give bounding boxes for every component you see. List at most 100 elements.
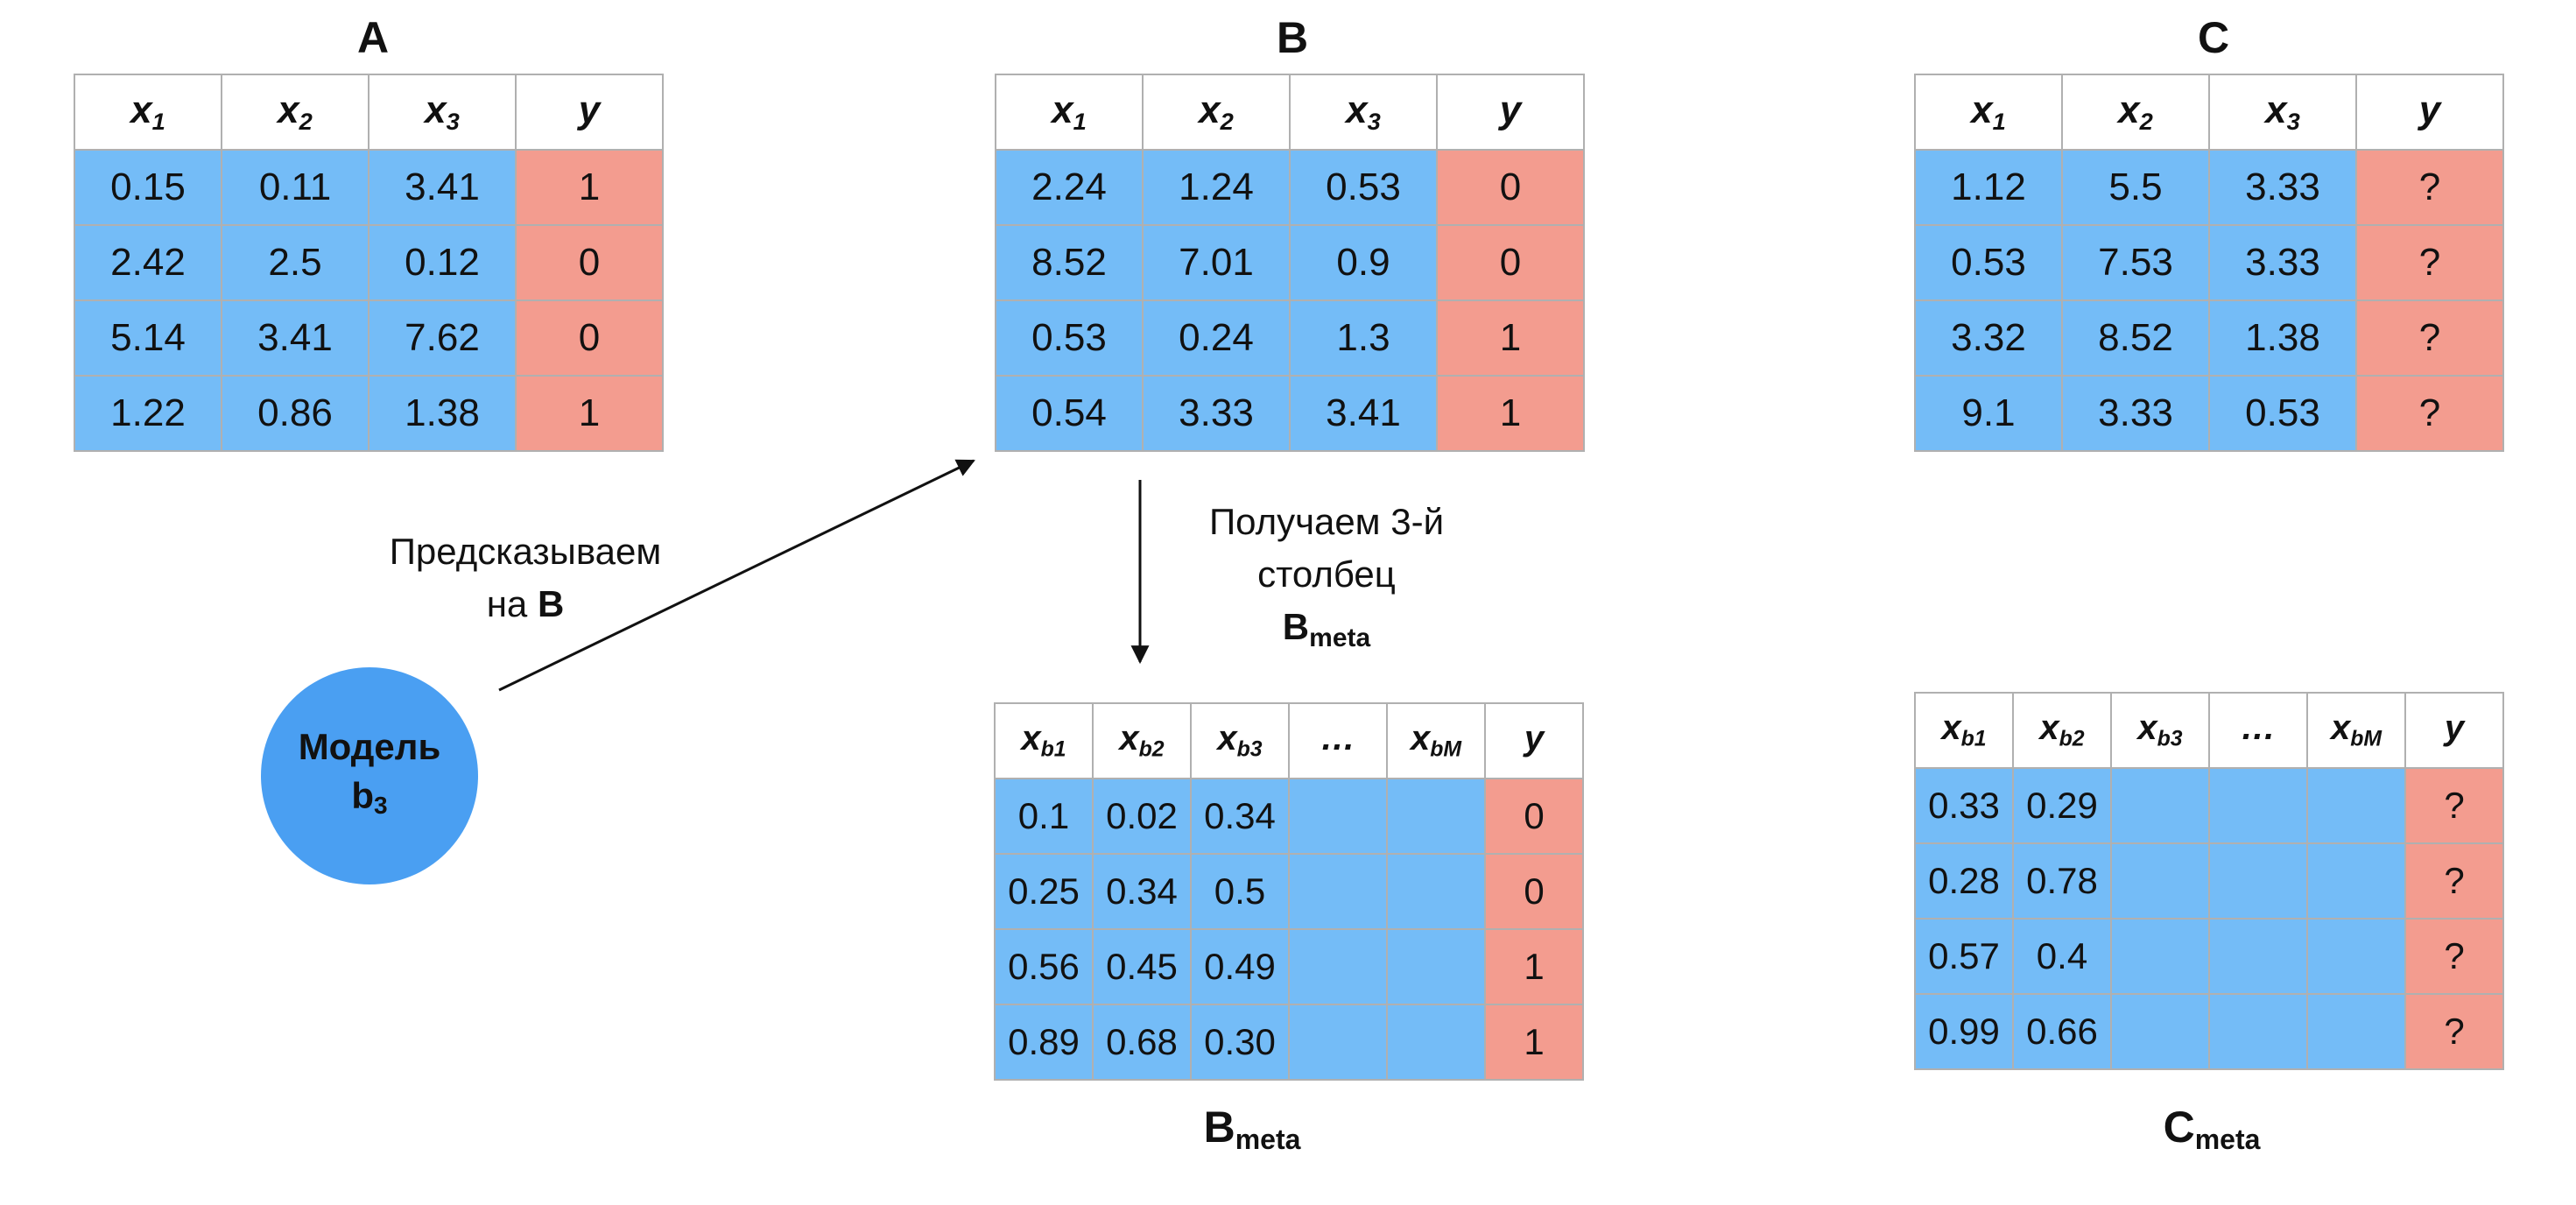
table-a-feature-cell: 0.12 (368, 224, 517, 301)
table-c-feature-cell: 3.33 (2061, 375, 2210, 452)
table-a-header-cell: x3 (368, 74, 517, 151)
model-label-line1: Модель (298, 725, 441, 767)
table-a-feature-cell: 2.42 (74, 224, 222, 301)
table-c-meta-target-cell: ? (2404, 767, 2504, 844)
table-c-meta-feature-cell (2110, 842, 2210, 920)
table-b-meta-header-base: x (1119, 719, 1139, 758)
table-b-meta-feature-cell (1288, 853, 1388, 930)
table-c-meta-header-base: … (2241, 708, 2276, 748)
table-a-feature-cell: 0.11 (221, 149, 370, 226)
table-c-meta-header-sub: b1 (1960, 727, 1987, 751)
table-b-meta-header-cell: y (1484, 702, 1584, 779)
title-c-meta-sub: meta (2194, 1124, 2261, 1155)
table-b-feature-cell: 2.24 (995, 149, 1144, 226)
get-column-label: Получаем 3-й столбец Bmeta (1156, 496, 1497, 665)
table-b-meta-feature-cell: 0.68 (1092, 1004, 1192, 1081)
table-b-header-base: x (1052, 88, 1073, 131)
table-b-header: x1 x2 x3 y (995, 74, 1585, 151)
table-c-meta-header-sub: b2 (2059, 727, 2085, 751)
table-c-body: 1.12 5.5 3.33? 0.53 7.53 3.33? 3.32 8.52 1.38? 9.… (1914, 149, 2504, 452)
table-a-header-cell: x2 (221, 74, 370, 151)
table-b-feature-cell: 7.01 (1142, 224, 1291, 301)
table-a-header-sub: 3 (446, 108, 460, 136)
table-b-header-cell: x1 (995, 74, 1144, 151)
table-a-body: 0.15 0.11 3.41 1 2.42 2.5 0.12 0 5.14 3.41 7.62 0 1.… (74, 149, 664, 452)
table-b-meta-feature-cell (1386, 928, 1486, 1005)
table-c-target-cell: ? (2355, 224, 2504, 301)
table-a-header-base: y (578, 88, 601, 131)
table-c-feature-cell: 1.38 (2208, 299, 2357, 377)
table-b-header-sub: 1 (1073, 108, 1087, 136)
table-c-feature-cell: 0.53 (1914, 224, 2063, 301)
table-a-target-cell: 1 (515, 375, 664, 452)
table-c-header-base: x (2118, 88, 2140, 131)
table-c-meta-header-base: x (2330, 708, 2351, 748)
model-circle: Модель b3 (261, 667, 478, 884)
table-c-row: 1.12 5.5 3.33? (1914, 149, 2504, 226)
table-a-feature-cell: 2.5 (221, 224, 370, 301)
table-c-header-cell: x2 (2061, 74, 2210, 151)
title-c-meta-base: C (2163, 1103, 2195, 1152)
title-c: C (2197, 13, 2230, 62)
table-b: x1 x2 x3 y 2.24 1.24 0.53 0 8.52 7.01 0.9 0 0.53 0.2… (995, 74, 1585, 452)
table-b-meta-feature-cell: 0.1 (994, 778, 1094, 855)
table-c-meta-header-sub: b3 (2157, 727, 2183, 751)
table-c-meta-row: 0.99 0.66? (1914, 993, 2504, 1070)
table-b-feature-cell: 1.24 (1142, 149, 1291, 226)
table-c-meta-row: 0.57 0.4? (1914, 918, 2504, 995)
predict-label-line1: Предсказываем (389, 531, 662, 572)
table-a-feature-cell: 0.86 (221, 375, 370, 452)
table-b-header-sub: 2 (1220, 108, 1234, 136)
predict-label-line2: на B (333, 578, 718, 631)
table-c-header-base: x (1971, 88, 1993, 131)
table-b-meta-feature-cell (1288, 1004, 1388, 1081)
table-a-target-cell: 1 (515, 149, 664, 226)
table-c-feature-cell: 1.12 (1914, 149, 2063, 226)
table-b-meta-header-cell: xb3 (1190, 702, 1290, 779)
title-b: B (1276, 13, 1309, 62)
table-b-feature-cell: 1.3 (1289, 299, 1438, 377)
table-b-feature-cell: 0.9 (1289, 224, 1438, 301)
table-a-row: 1.22 0.86 1.38 1 (74, 375, 664, 452)
table-b-meta-header-sub: b2 (1138, 737, 1165, 762)
table-c-meta-feature-cell (2306, 842, 2406, 920)
table-c-header-sub: 3 (2286, 108, 2300, 136)
table-c-feature-cell: 9.1 (1914, 375, 2063, 452)
table-c-meta-header-cell: y (2404, 692, 2504, 769)
table-b-meta-body: 0.1 0.02 0.34 0 0.25 0.34 0.5 0 0.56 0.45 0.49 1 0.8… (994, 778, 1584, 1081)
predict-label-prefix: на (486, 583, 538, 624)
table-c-meta-header: xb1 xb2 xb3… xbM y (1914, 692, 2504, 769)
table-b-meta-target-cell: 0 (1484, 853, 1584, 930)
table-c-header-cell: x3 (2208, 74, 2357, 151)
table-b-meta-header-cell: xbM (1386, 702, 1486, 779)
table-b-meta-header-cell: … (1288, 702, 1388, 779)
table-c-feature-cell: 3.33 (2208, 224, 2357, 301)
table-c-header: x1 x2 x3 y (1914, 74, 2504, 151)
table-c-meta-feature-cell: 0.99 (1914, 993, 2014, 1070)
table-b-meta-row: 0.25 0.34 0.5 0 (994, 853, 1584, 930)
table-c-target-cell: ? (2355, 149, 2504, 226)
table-c-meta-target-cell: ? (2404, 918, 2504, 995)
table-c-meta-header-cell: xb1 (1914, 692, 2014, 769)
table-b-feature-cell: 0.53 (1289, 149, 1438, 226)
table-b-meta-row: 0.89 0.68 0.30 1 (994, 1004, 1584, 1081)
table-a-feature-cell: 5.14 (74, 299, 222, 377)
table-a-header-cell: x1 (74, 74, 222, 151)
get-column-line3-sub: meta (1309, 624, 1371, 652)
table-c-target-cell: ? (2355, 375, 2504, 452)
table-b-header-base: x (1199, 88, 1221, 131)
table-b-meta-feature-cell (1288, 928, 1388, 1005)
table-c-feature-cell: 3.32 (1914, 299, 2063, 377)
table-a-header-base: x (278, 88, 299, 131)
table-b-meta-feature-cell: 0.89 (994, 1004, 1094, 1081)
table-c-header-base: x (2265, 88, 2287, 131)
table-b-header-cell: y (1436, 74, 1585, 151)
table-b-meta-header-sub: b1 (1040, 737, 1066, 762)
table-c: x1 x2 x3 y 1.12 5.5 3.33? 0.53 7.53 3.33? 3.32 8.5… (1914, 74, 2504, 452)
table-c-meta-header-base: x (2039, 708, 2059, 748)
table-c-header-base: y (2418, 88, 2441, 131)
table-c-meta-feature-cell: 0.33 (1914, 767, 2014, 844)
table-b-meta-header-base: … (1320, 719, 1355, 758)
table-b-meta-target-cell: 0 (1484, 778, 1584, 855)
